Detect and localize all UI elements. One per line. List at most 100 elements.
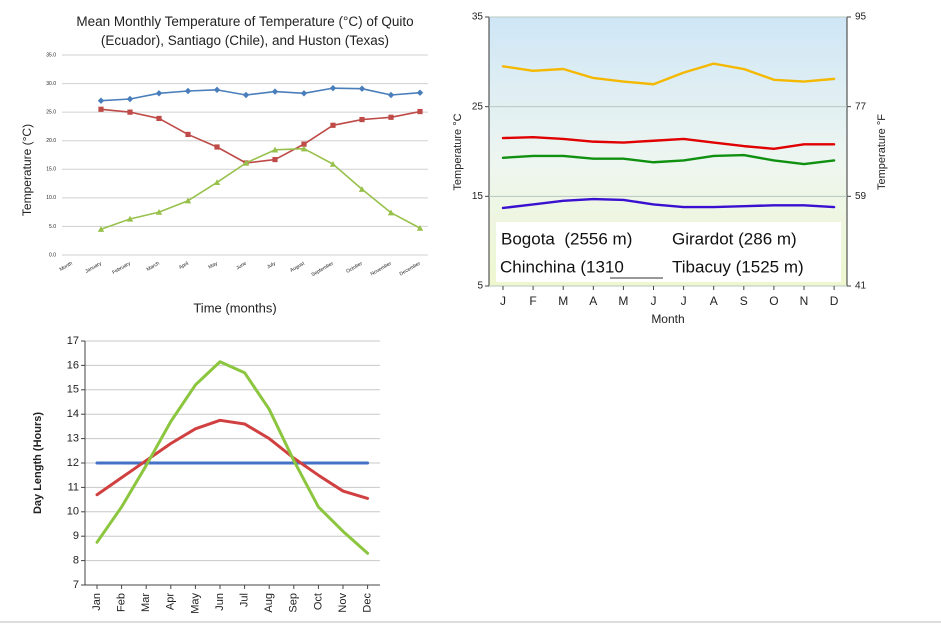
y-label: Temperature °C bbox=[452, 113, 464, 190]
point-marker bbox=[127, 109, 133, 115]
y-tick-label: 25.0 bbox=[46, 109, 56, 115]
x-tick-label: November bbox=[370, 261, 393, 278]
point-marker bbox=[98, 106, 104, 112]
chart-title: Mean Monthly Temperature of Temperature … bbox=[76, 14, 414, 48]
x-tick-label: Jan bbox=[91, 593, 103, 611]
x-tick-label: A bbox=[710, 294, 718, 308]
y-tick-label: 10.0 bbox=[46, 195, 56, 201]
y-tick-label: 12 bbox=[67, 457, 79, 469]
x-tick-label: Mar bbox=[140, 593, 152, 612]
point-marker bbox=[301, 141, 307, 147]
y-tick-label: 15 bbox=[67, 384, 79, 396]
x-tick-label: A bbox=[589, 294, 597, 308]
x-tick-label: September bbox=[310, 261, 334, 279]
x-tick-label: Nov bbox=[337, 593, 349, 613]
point-marker bbox=[272, 156, 278, 163]
point-marker bbox=[184, 87, 192, 95]
point-marker bbox=[242, 91, 250, 99]
x-tick-label: J bbox=[500, 294, 506, 308]
x-tick-label: Feb bbox=[116, 593, 128, 612]
y-tick-label: 15 bbox=[472, 191, 484, 202]
x-tick-label: December bbox=[399, 261, 422, 278]
x-tick-label: D bbox=[830, 294, 839, 308]
y2-tick-label: 41 bbox=[855, 281, 867, 292]
y-tick-label: 5 bbox=[477, 281, 483, 292]
x-tick-label: May bbox=[189, 593, 201, 614]
x-tick-label: April bbox=[178, 261, 190, 271]
point-marker bbox=[213, 179, 221, 186]
y-tick-label: 16 bbox=[67, 359, 79, 371]
x-label: Time (months) bbox=[193, 300, 276, 315]
series-line bbox=[501, 135, 836, 151]
y-tick-label: 35 bbox=[472, 12, 484, 23]
x-tick-label: M bbox=[558, 294, 568, 308]
y-tick-label: 14 bbox=[67, 408, 79, 420]
x-tick-label: October bbox=[345, 261, 364, 275]
point-marker bbox=[359, 116, 365, 123]
series-line bbox=[501, 197, 836, 210]
x-tick-label: March bbox=[146, 261, 161, 273]
point-marker bbox=[97, 226, 105, 232]
point-marker bbox=[358, 186, 366, 192]
y-tick-label: 20.0 bbox=[46, 138, 56, 144]
x-label: Month bbox=[651, 312, 684, 326]
series-line bbox=[501, 153, 836, 166]
series-line bbox=[100, 147, 421, 231]
annotation: Chinchina (1310 bbox=[500, 257, 624, 276]
point-marker bbox=[358, 85, 366, 92]
x-tick-label: J bbox=[681, 294, 687, 308]
point-marker bbox=[416, 224, 424, 231]
x-tick-label: Month bbox=[59, 261, 74, 273]
y-tick-label: 30.0 bbox=[46, 81, 56, 87]
y-label: Day Length (Hours) bbox=[32, 412, 44, 514]
y-tick-label: 10 bbox=[67, 506, 79, 518]
point-marker bbox=[184, 197, 192, 204]
x-tick-label: Dec bbox=[362, 593, 374, 613]
point-marker bbox=[214, 144, 220, 150]
point-marker bbox=[330, 122, 336, 128]
x-tick-label: Oct bbox=[312, 593, 324, 610]
point-marker bbox=[156, 115, 162, 122]
series-line bbox=[95, 418, 370, 500]
point-marker bbox=[329, 84, 337, 92]
x-tick-label: Aug bbox=[263, 593, 275, 613]
point-marker bbox=[126, 95, 134, 103]
x-tick-label: F bbox=[529, 294, 536, 308]
annotation: Tibacuy (1525 m) bbox=[672, 257, 804, 276]
series-line bbox=[501, 62, 836, 86]
y-tick-label: 17 bbox=[67, 335, 79, 347]
annotation: Girardot (286 m) bbox=[672, 229, 797, 248]
y-tick-label: 25 bbox=[472, 101, 484, 112]
y-tick-label: 9 bbox=[73, 530, 79, 542]
y2-label: Temperature °F bbox=[876, 114, 888, 190]
y2-tick-label: 59 bbox=[855, 191, 867, 202]
x-tick-label: Jul bbox=[239, 593, 251, 607]
point-marker bbox=[271, 146, 279, 153]
x-tick-label: February bbox=[111, 260, 132, 275]
x-tick-label: J bbox=[651, 294, 657, 308]
series-line bbox=[95, 360, 370, 555]
point-marker bbox=[97, 97, 105, 104]
x-tick-label: N bbox=[800, 294, 809, 308]
y2-tick-label: 95 bbox=[855, 12, 867, 23]
x-tick-label: S bbox=[740, 294, 748, 308]
point-marker bbox=[185, 131, 191, 138]
x-tick-label: Jun bbox=[214, 593, 226, 611]
y-tick-label: 13 bbox=[67, 433, 79, 445]
point-marker bbox=[300, 145, 308, 152]
y-tick-label: 7 bbox=[73, 579, 79, 591]
point-marker bbox=[213, 86, 221, 94]
y-tick-label: 15.0 bbox=[46, 167, 56, 173]
x-tick-label: July bbox=[266, 260, 277, 270]
x-tick-label: M bbox=[618, 294, 628, 308]
point-marker bbox=[300, 90, 308, 97]
series-line bbox=[100, 87, 421, 102]
point-marker bbox=[387, 91, 395, 99]
y-tick-label: 5.0 bbox=[49, 224, 56, 230]
annotation-box bbox=[496, 222, 841, 282]
y-tick-label: 11 bbox=[68, 481, 79, 493]
point-marker bbox=[388, 114, 394, 120]
point-marker bbox=[242, 159, 250, 166]
point-marker bbox=[387, 209, 395, 216]
